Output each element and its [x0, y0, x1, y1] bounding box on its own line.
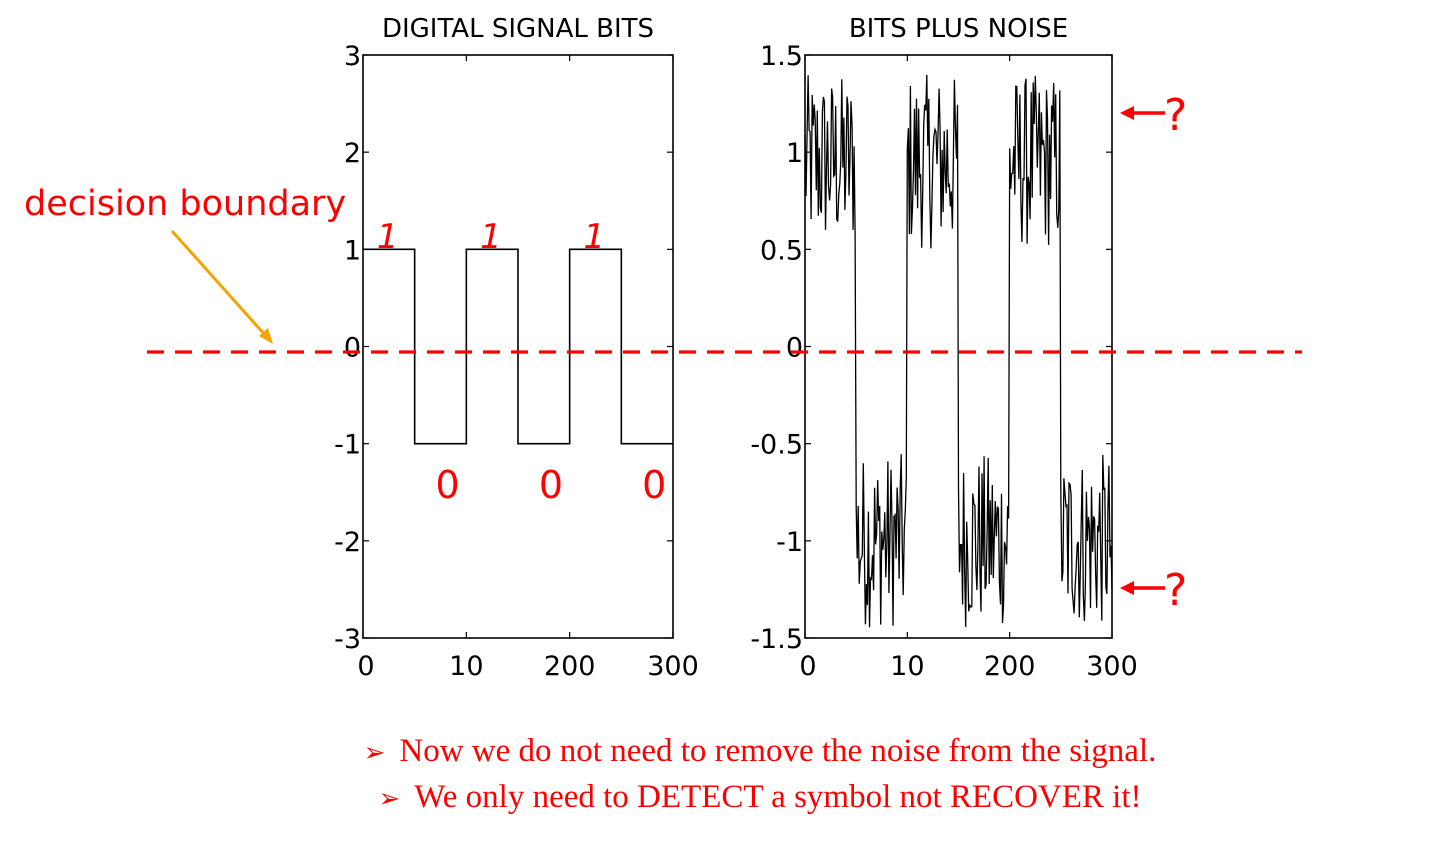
- x-tick-label: 200: [544, 651, 596, 682]
- arrow-head-icon: [259, 328, 273, 344]
- y-tick-label: 0: [786, 333, 803, 364]
- y-tick-label: 0.5: [760, 235, 803, 266]
- arrow-line: [170, 229, 268, 338]
- question-mark: ?: [1164, 565, 1187, 616]
- y-tick-label: 3: [344, 41, 361, 72]
- decision-boundary-label: decision boundary: [24, 184, 346, 224]
- left-arrow-icon: [1120, 581, 1134, 595]
- bit-label-1: 1: [480, 217, 502, 257]
- bullet-text: Now we do not need to remove the noise f…: [399, 733, 1157, 769]
- y-tick-label: 0: [344, 333, 361, 364]
- y-tick-label: -3: [334, 624, 361, 655]
- bit-label-1: 1: [584, 217, 606, 257]
- bit-label-0: 0: [436, 463, 460, 507]
- left-arrow-icon: [1120, 106, 1134, 120]
- noisy-signal-line: [804, 74, 1113, 628]
- arrow-bullet-icon: ➢: [363, 738, 386, 767]
- y-tick-label: -2: [334, 527, 361, 558]
- y-tick-label: -1: [334, 430, 361, 461]
- y-tick-label: -1: [776, 527, 803, 558]
- x-tick-label: 300: [1086, 651, 1138, 682]
- bullet-2: ➢ We only need to DETECT a symbol not REC…: [0, 779, 1429, 816]
- y-tick-label: -0.5: [750, 430, 803, 461]
- y-tick-label: 1.5: [760, 41, 803, 72]
- bit-label-0: 0: [539, 463, 563, 507]
- arrow-bullet-icon: ➢: [378, 784, 401, 813]
- y-tick-label: 2: [344, 138, 361, 169]
- y-tick-label: 1: [344, 235, 361, 266]
- x-tick-label: 300: [647, 651, 699, 682]
- signal-line: [363, 248, 673, 445]
- x-tick-label: 10: [449, 651, 483, 682]
- x-tick-label: 0: [357, 651, 374, 682]
- question-mark: ?: [1164, 90, 1187, 141]
- bullet-text: We only need to DETECT a symbol not RECO…: [414, 779, 1142, 815]
- bit-label-0: 0: [642, 463, 666, 507]
- y-tick-label: 1: [786, 138, 803, 169]
- bullet-1: ➢ Now we do not need to remove the noise …: [0, 733, 1429, 770]
- bit-label-1: 1: [377, 217, 399, 257]
- x-tick-label: 10: [890, 651, 924, 682]
- chart-title: DIGITAL SIGNAL BITS: [382, 14, 654, 44]
- x-tick-label: 0: [799, 651, 816, 682]
- chart-title: BITS PLUS NOISE: [849, 14, 1068, 44]
- y-tick-label: -1.5: [750, 624, 803, 655]
- x-tick-label: 200: [984, 651, 1036, 682]
